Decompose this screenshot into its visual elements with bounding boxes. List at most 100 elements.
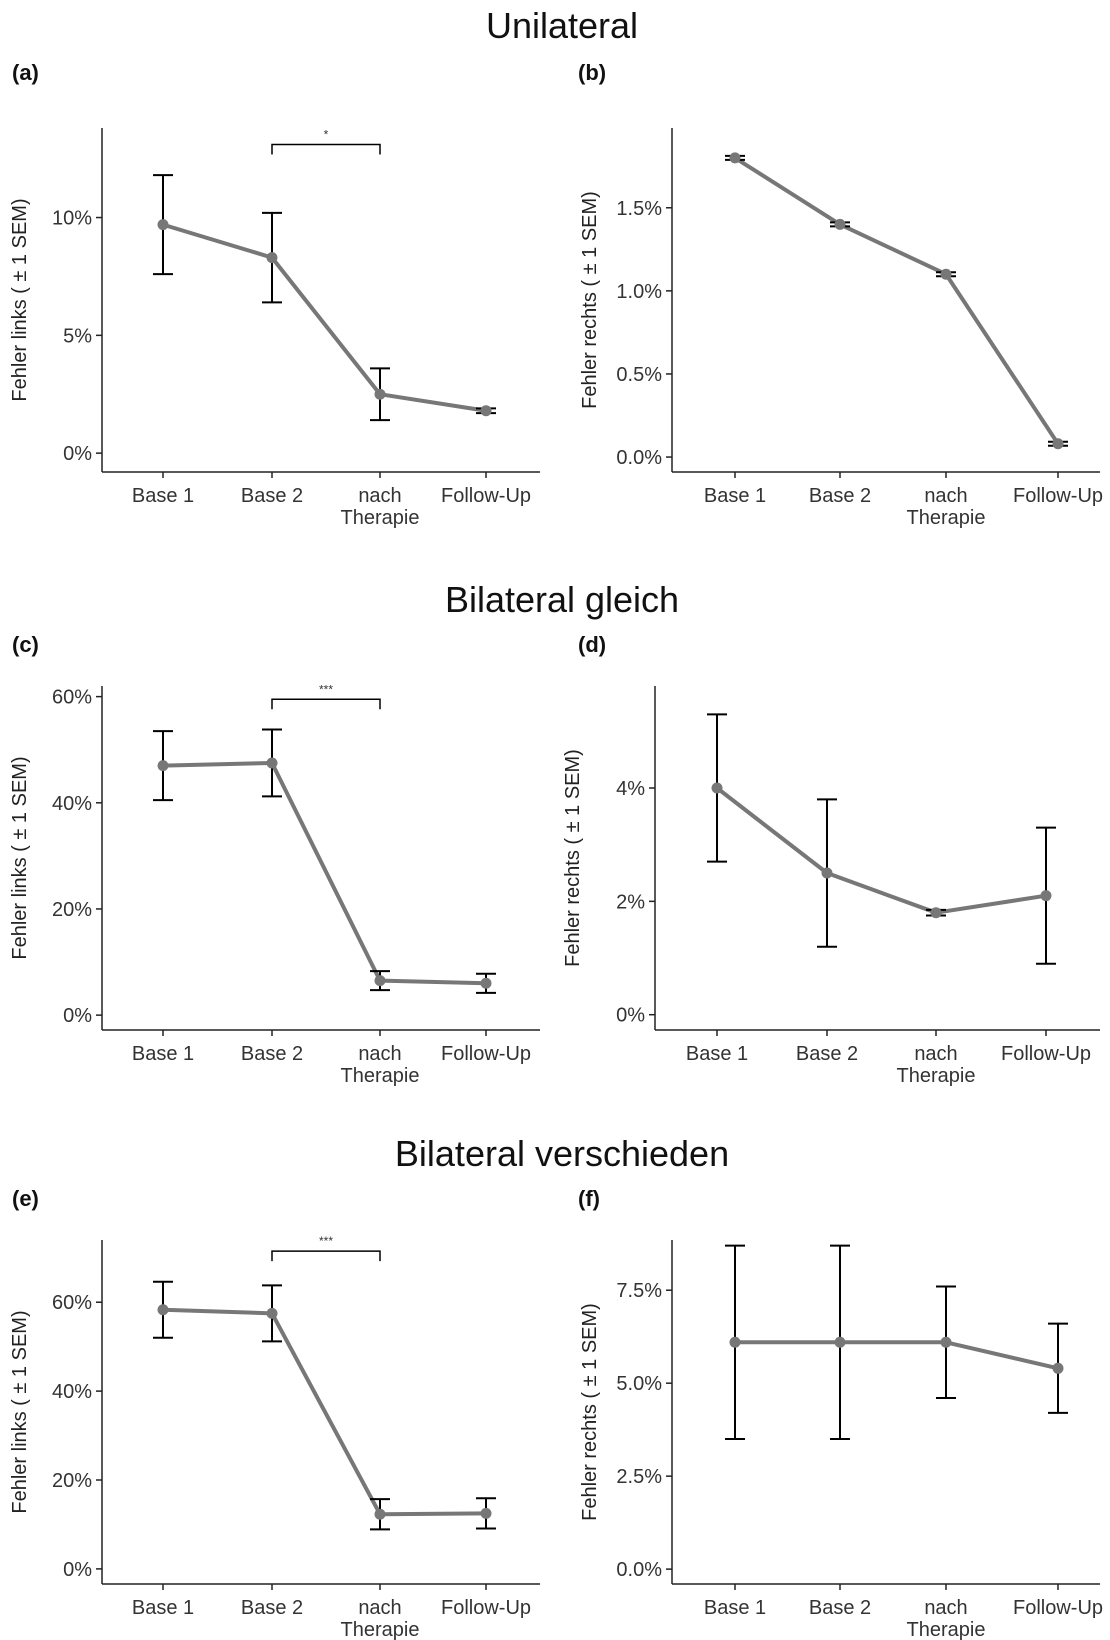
- y-tick-label: 7.5%: [616, 1280, 662, 1302]
- y-axis-title: Fehler links ( ± 1 SEM): [9, 1310, 31, 1513]
- y-tick-label: 20%: [52, 899, 92, 921]
- y-tick-label: 5%: [63, 325, 92, 347]
- y-tick-label: 0.0%: [616, 1559, 662, 1581]
- data-point: [480, 405, 492, 417]
- data-point: [157, 1304, 169, 1316]
- x-tick-label: Base 2: [241, 1043, 303, 1065]
- y-tick-label: 1.5%: [616, 198, 662, 220]
- panel-label-d: (d): [578, 632, 606, 657]
- chart-panel-b: 0.0% 0.5% 1.0% 1.5% Base 1 Base 2 nach Therapie…: [579, 128, 1103, 529]
- series-line: [161, 222, 488, 413]
- data-point: [374, 1508, 386, 1520]
- y-axis-title: Fehler links ( ± 1 SEM): [9, 198, 31, 401]
- x-tick-label: Follow-Up: [441, 1597, 531, 1619]
- x-tick-label: Follow-Up: [1001, 1043, 1091, 1065]
- x-tick-label: Base 2: [809, 485, 871, 507]
- x-tick-label: Base 1: [686, 1043, 748, 1065]
- x-tick-label: Base 2: [241, 485, 303, 507]
- chart-panel-f: 0.0% 2.5% 5.0% 7.5% Base 1 Base 2 nach Therapie…: [579, 1240, 1103, 1640]
- x-tick-label: Base 2: [796, 1043, 858, 1065]
- section-title-unilateral: Unilateral: [486, 5, 638, 46]
- y-tick-label: 20%: [52, 1470, 92, 1492]
- significance-label: ***: [319, 1234, 333, 1248]
- y-tick-label: 5.0%: [616, 1373, 662, 1395]
- y-axis-title: Fehler rechts ( ± 1 SEM): [579, 191, 601, 409]
- data-point: [266, 1307, 278, 1319]
- y-tick-label: 0.0%: [616, 447, 662, 469]
- x-tick-label: Base 1: [704, 1597, 766, 1619]
- data-point: [266, 757, 278, 769]
- significance-label: ***: [319, 682, 333, 696]
- data-point: [940, 268, 952, 280]
- significance-bracket: [271, 698, 381, 710]
- significance-bracket: [271, 1250, 381, 1262]
- data-point: [157, 219, 169, 231]
- panel-label-a: (a): [12, 60, 39, 85]
- y-tick-label: 0.5%: [616, 364, 662, 386]
- x-tick-label: Base 2: [241, 1597, 303, 1619]
- y-tick-label: 40%: [52, 1381, 92, 1403]
- panel-label-e: (e): [12, 1186, 39, 1211]
- panel-label-c: (c): [12, 632, 39, 657]
- x-tick-label: nach Therapie: [907, 485, 986, 529]
- data-point: [729, 152, 741, 164]
- y-axis-title: Fehler links ( ± 1 SEM): [9, 756, 31, 959]
- panel-label-b: (b): [578, 60, 606, 85]
- y-tick-label: 2.5%: [616, 1466, 662, 1488]
- data-point: [821, 867, 833, 879]
- x-tick-label: Follow-Up: [441, 1043, 531, 1065]
- data-point: [834, 1336, 846, 1348]
- x-tick-label: Base 1: [132, 1597, 194, 1619]
- x-tick-label: nach Therapie: [897, 1043, 976, 1087]
- y-tick-label: 0%: [63, 443, 92, 465]
- series-line: [733, 1340, 1060, 1371]
- data-point: [729, 1336, 741, 1348]
- y-axis-title: Fehler rechts ( ± 1 SEM): [562, 749, 584, 967]
- y-tick-label: 60%: [52, 687, 92, 709]
- series-line: [733, 155, 1060, 446]
- data-point: [374, 388, 386, 400]
- data-point: [940, 1336, 952, 1348]
- y-tick-label: 0%: [63, 1005, 92, 1027]
- x-tick-label: Follow-Up: [1013, 1597, 1103, 1619]
- significance-bracket: [271, 143, 381, 155]
- x-tick-label: nach Therapie: [341, 485, 420, 529]
- x-tick-label: Base 1: [132, 1043, 194, 1065]
- y-tick-label: 40%: [52, 793, 92, 815]
- y-axis-title: Fehler rechts ( ± 1 SEM): [579, 1303, 601, 1521]
- data-point: [930, 907, 942, 919]
- data-point: [1052, 1362, 1064, 1374]
- data-point: [711, 782, 723, 794]
- x-tick-label: Follow-Up: [1013, 485, 1103, 507]
- section-title-bilateral-verschieden: Bilateral verschieden: [395, 1133, 729, 1174]
- chart-panel-c: 0% 20% 40% 60% Base 1 Base 2 nach Therapie Follo…: [9, 682, 540, 1087]
- x-tick-label: nach Therapie: [341, 1597, 420, 1640]
- significance-label: *: [324, 127, 329, 141]
- series-line: [161, 1307, 488, 1517]
- data-point: [266, 252, 278, 264]
- x-tick-label: Base 1: [704, 485, 766, 507]
- data-point: [480, 1507, 492, 1519]
- section-title-bilateral-gleich: Bilateral gleich: [445, 579, 679, 620]
- x-tick-label: Base 1: [132, 485, 194, 507]
- y-tick-label: 0%: [616, 1005, 645, 1027]
- chart-panel-e: 0% 20% 40% 60% Base 1 Base 2 nach Therapie Follo…: [9, 1234, 540, 1640]
- x-tick-label: Follow-Up: [441, 485, 531, 507]
- data-point: [834, 218, 846, 230]
- data-point: [1040, 890, 1052, 902]
- x-tick-label: nach Therapie: [907, 1597, 986, 1640]
- chart-panel-a: 0% 5% 10% Base 1 Base 2 nach Therapie Follow-Up…: [9, 127, 540, 529]
- data-point: [374, 975, 386, 987]
- x-tick-label: Base 2: [809, 1597, 871, 1619]
- series-line: [161, 760, 488, 986]
- x-tick-label: nach Therapie: [341, 1043, 420, 1087]
- data-point: [1052, 438, 1064, 450]
- panel-label-f: (f): [578, 1186, 600, 1211]
- y-tick-label: 10%: [52, 208, 92, 230]
- y-tick-label: 60%: [52, 1292, 92, 1314]
- series-line: [715, 786, 1048, 915]
- y-tick-label: 2%: [616, 891, 645, 913]
- data-point: [157, 760, 169, 772]
- chart-panel-d: 0% 2% 4% Base 1 Base 2 nach Therapie Follow-Up F…: [562, 686, 1100, 1087]
